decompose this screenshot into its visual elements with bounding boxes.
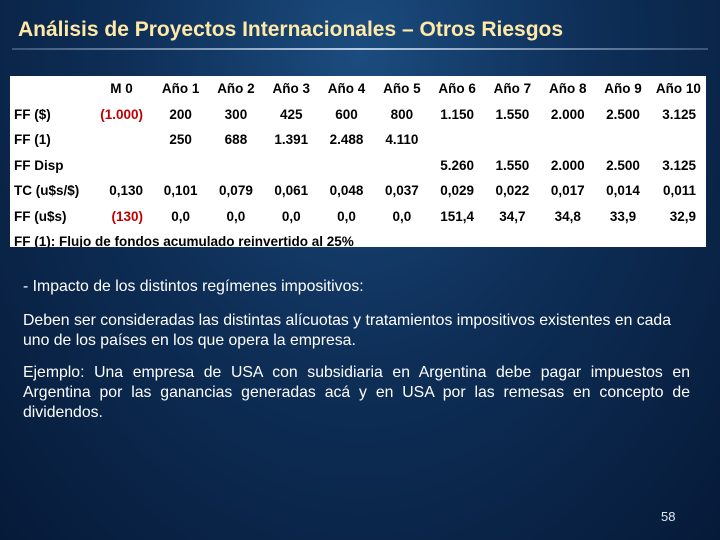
table-cell <box>429 127 484 153</box>
table-row: FF (u$s) (130) 0,0 0,0 0,0 0,0 0,0 151,4… <box>10 204 706 230</box>
table-cell: 2.500 <box>606 157 640 173</box>
table-cell: 3.125 <box>662 106 696 122</box>
table-cell: 425 <box>279 106 303 122</box>
table-cell: 0,0 <box>171 208 191 224</box>
table-cell: 1.550 <box>495 157 530 173</box>
header-cell: Año 1 <box>161 81 200 97</box>
table-cell: (1.000) <box>100 106 143 122</box>
row-label: TC (u$s/$) <box>14 183 80 199</box>
table-cell: 250 <box>169 132 192 148</box>
table-cell: 0,061 <box>274 183 309 199</box>
table-cell: 32,9 <box>669 208 696 224</box>
table-cell <box>651 127 706 153</box>
table-row: FF ($) (1.000) 200 300 425 600 800 1.150… <box>10 102 706 128</box>
table-cell: 1.550 <box>495 106 530 122</box>
table-cell: 0,014 <box>606 183 640 199</box>
table-cell <box>90 153 153 179</box>
table-cell <box>153 153 208 179</box>
table-cell: 151,4 <box>440 208 475 224</box>
header-cell: Año 3 <box>272 81 310 97</box>
table-cell: 2.488 <box>329 132 364 148</box>
table-cell: 5.260 <box>440 157 475 173</box>
cash-flow-table-container: M 0 Año 1 Año 2 Año 3 Año 4 Año 5 Año 6 … <box>10 76 706 247</box>
row-label: FF (1) <box>14 132 51 148</box>
table-cell: 0,022 <box>495 183 530 199</box>
header-cell: Año 7 <box>493 81 532 97</box>
table-cell: 2.000 <box>550 157 585 173</box>
header-cell: Año 10 <box>655 81 701 97</box>
slide-title: Análisis de Proyectos Internacionales – … <box>18 18 564 41</box>
table-cell <box>485 127 540 153</box>
table-cell <box>540 127 595 153</box>
table-cell: 600 <box>335 106 358 122</box>
table-cell: 0,0 <box>226 208 246 224</box>
table-cell <box>90 127 153 153</box>
table-cell: 3.125 <box>662 157 696 173</box>
table-cell: 0,0 <box>392 208 412 224</box>
table-row: TC (u$s/$) 0,130 0,101 0,079 0,061 0,048… <box>10 178 706 204</box>
example-paragraph: Ejemplo: Una empresa de USA con subsidia… <box>23 364 690 421</box>
table-cell: (130) <box>111 208 143 224</box>
header-cell <box>10 76 90 102</box>
section-heading: - Impacto de los distintos regímenes imp… <box>23 278 364 295</box>
table-header-row: M 0 Año 1 Año 2 Año 3 Año 4 Año 5 Año 6 … <box>10 76 706 102</box>
page-number: 58 <box>661 509 676 524</box>
table-cell <box>595 127 650 153</box>
table-cell: 34,8 <box>554 208 581 224</box>
table-cell: 2.500 <box>606 106 640 122</box>
table-row: FF Disp 5.260 1.550 2.000 2.500 3.125 <box>10 153 706 179</box>
header-cell: M 0 <box>110 81 133 97</box>
table-cell: 0,0 <box>337 208 356 224</box>
table-cell: 200 <box>169 106 192 122</box>
header-cell: Año 5 <box>383 81 421 97</box>
row-label: FF Disp <box>14 157 64 173</box>
row-label: FF ($) <box>14 106 51 122</box>
header-cell: Año 2 <box>217 81 255 97</box>
table-cell: 688 <box>224 132 248 148</box>
table-cell <box>208 153 263 179</box>
table-cell: 0,037 <box>384 183 419 199</box>
table-cell: 0,130 <box>109 183 143 199</box>
table-cell: 34,7 <box>499 208 526 224</box>
header-cell: Año 6 <box>438 81 476 97</box>
table-cell: 4.110 <box>385 132 419 148</box>
header-cell: Año 8 <box>548 81 587 97</box>
body-paragraph: Deben ser consideradas las distintas alí… <box>23 312 672 349</box>
table-cell: 0,0 <box>281 208 301 224</box>
table-cell: 300 <box>224 106 248 122</box>
table-cell: 0,011 <box>662 183 696 199</box>
table-cell <box>374 153 429 179</box>
title-divider <box>12 48 708 50</box>
table-cell: 0,029 <box>440 183 475 199</box>
table-cell: 0,101 <box>163 183 198 199</box>
table-note-row: FF (1): Flujo de fondos acumulado reinve… <box>10 229 706 247</box>
table-row: FF (1) 250 688 1.391 2.488 4.110 <box>10 127 706 153</box>
table-cell: 0,079 <box>219 183 253 199</box>
table-cell: 0,048 <box>329 183 364 199</box>
header-cell: Año 9 <box>604 81 642 97</box>
table-footnote: FF (1): Flujo de fondos acumulado reinve… <box>14 234 354 247</box>
table-cell: 33,9 <box>609 208 637 224</box>
header-cell: Año 4 <box>327 81 366 97</box>
table-cell: 1.391 <box>274 132 309 148</box>
row-label: FF (u$s) <box>14 208 67 224</box>
table-cell: 0,017 <box>550 183 585 199</box>
table-cell: 1.150 <box>440 106 475 122</box>
table-cell: 2.000 <box>550 106 585 122</box>
cash-flow-table: M 0 Año 1 Año 2 Año 3 Año 4 Año 5 Año 6 … <box>10 76 706 247</box>
table-cell <box>264 153 319 179</box>
table-cell <box>319 153 374 179</box>
table-cell: 800 <box>390 106 414 122</box>
